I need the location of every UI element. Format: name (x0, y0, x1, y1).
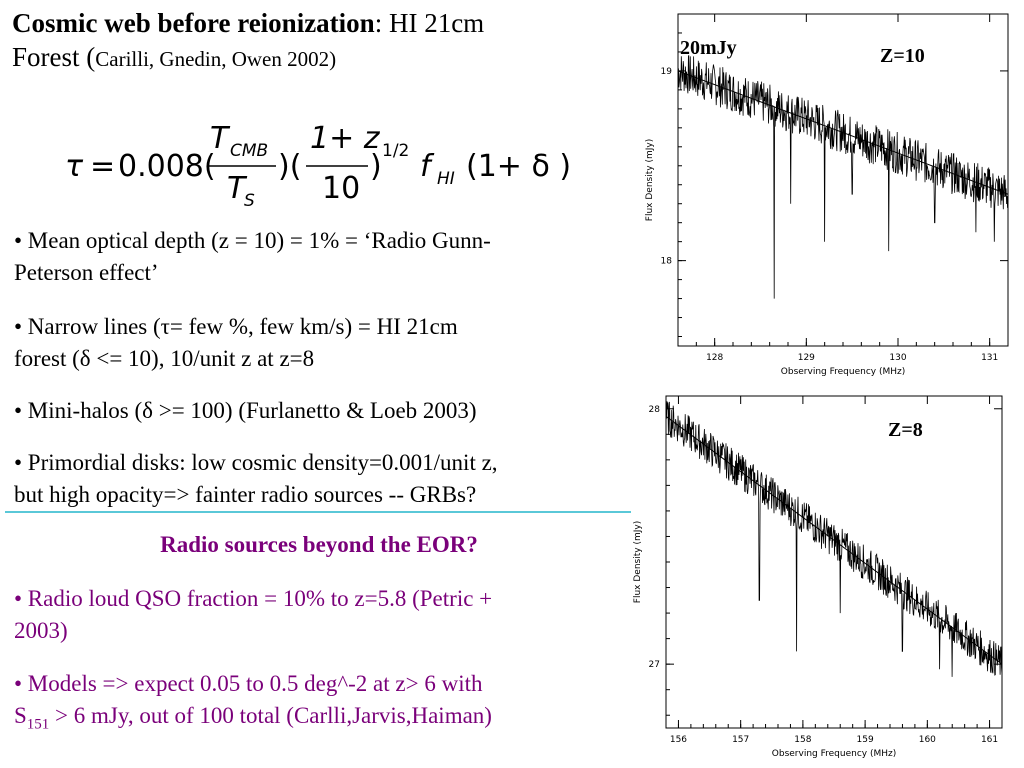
plot-annotation: Z=8 (888, 419, 923, 441)
bullet-text: • Models => expect 0.05 to 0.5 deg^-2 at… (14, 671, 483, 696)
formula-tau: τ (65, 149, 84, 184)
section-title: Radio sources beyond the EOR? (160, 532, 478, 557)
continuum-line (665, 416, 1003, 665)
x-tick-label: 131 (981, 353, 998, 363)
bullet-text: • Radio loud QSO fraction = 10% to z=5.8… (14, 586, 493, 611)
formula-close: ) (370, 149, 382, 184)
subscript-151: 151 (26, 716, 50, 733)
bullet-text: • Mean optical depth (z = 10) = 1% = ‘Ra… (14, 228, 491, 253)
y-tick-label: 19 (661, 67, 673, 77)
formula-den1: T (227, 171, 248, 206)
x-tick-label: 129 (798, 353, 815, 363)
formula-num1: T (210, 121, 231, 156)
bullet-narrow-lines: • Narrow lines (τ= few %, few km/s) = HI… (14, 311, 624, 375)
spectrum-trace (665, 401, 1003, 677)
x-tick-label: 130 (889, 353, 906, 363)
y-axis-label: Flux Density (mJy) (645, 139, 655, 221)
x-tick-label: 156 (670, 735, 687, 745)
formula-exp: 1/2 (382, 141, 409, 161)
optical-depth-formula: τ = 0.008( T CMB T S )( 1+ z 10 ) 1/2 f … (65, 121, 571, 211)
bullet-qso-fraction: • Radio loud QSO fraction = 10% to z=5.8… (14, 583, 624, 647)
x-tick-label: 161 (981, 735, 998, 745)
continuum-line (677, 70, 1009, 195)
x-tick-label: 159 (857, 735, 874, 745)
formula-num2: 1+ z (310, 121, 381, 156)
bullet-text: 2003) (14, 618, 68, 643)
spectrum-chart-z8: 156 157 158 159 160 161 27 28 Observing Frequenc… (633, 395, 1003, 759)
formula-coef: 0.008( (118, 149, 216, 184)
formula-den1-sub: S (244, 191, 255, 211)
bullet-text: • Mini-halos (δ >= 100) (Furlanetto & Lo… (14, 398, 477, 423)
x-tick-label: 158 (794, 735, 811, 745)
title-rest: : HI 21cm (374, 8, 485, 38)
formula-equals: = (90, 149, 115, 184)
spectrum-trace (677, 55, 1009, 299)
formula-mid: )( (278, 149, 301, 184)
section-divider (5, 511, 631, 513)
slide-title: Cosmic web before reionization: HI 21cm … (12, 6, 632, 76)
y-tick-label: 28 (649, 405, 661, 415)
title-citation: Carilli, Gnedin, Owen 2002) (95, 47, 337, 71)
bullet-models: • Models => expect 0.05 to 0.5 deg^-2 at… (14, 668, 624, 741)
title-bold: Cosmic web before reionization (12, 8, 375, 38)
bullet-text: • Primordial disks: low cosmic density=0… (14, 450, 498, 475)
title-line2: Forest ( (12, 42, 96, 72)
x-axis-label: Observing Frequency (MHz) (772, 749, 896, 759)
bullet-text: Peterson effect’ (14, 260, 159, 285)
bullet-mini-halos: • Mini-halos (δ >= 100) (Furlanetto & Lo… (14, 395, 624, 427)
y-axis-label: Flux Density (mJy) (633, 521, 643, 603)
formula-f: f (420, 149, 435, 184)
bullet-text: S (14, 703, 27, 728)
x-tick-label: 157 (732, 735, 749, 745)
y-tick-label: 27 (649, 660, 660, 670)
plot-annotation: 20mJy (680, 37, 737, 59)
x-tick-label: 160 (919, 735, 936, 745)
bullet-text: > 6 mJy, out of 100 total (Carlli,Jarvis… (49, 703, 492, 728)
formula-den2: 10 (322, 171, 360, 206)
formula-f-sub: HI (437, 169, 455, 189)
bullet-text: • Narrow lines (τ= few %, few km/s) = HI… (14, 314, 458, 339)
bullet-primordial-disks: • Primordial disks: low cosmic density=0… (14, 447, 624, 511)
bullet-text: but high opacity=> fainter radio sources… (14, 482, 477, 507)
bullet-gunn-peterson: • Mean optical depth (z = 10) = 1% = ‘Ra… (14, 225, 624, 289)
spectrum-chart-z10: 128 129 130 131 18 19 Observing Frequency (MHz… (645, 13, 1009, 377)
plot-annotation: Z=10 (880, 45, 925, 67)
bullet-text: forest (δ <= 10), 10/unit z at z=8 (14, 346, 315, 371)
x-tick-label: 128 (706, 353, 723, 363)
x-axis-label: Observing Frequency (MHz) (781, 367, 905, 377)
formula-num1-sub: CMB (230, 141, 268, 161)
plot-frame (665, 395, 1003, 729)
y-tick-label: 18 (661, 257, 673, 267)
formula-tail: (1+ δ ) (466, 149, 571, 184)
